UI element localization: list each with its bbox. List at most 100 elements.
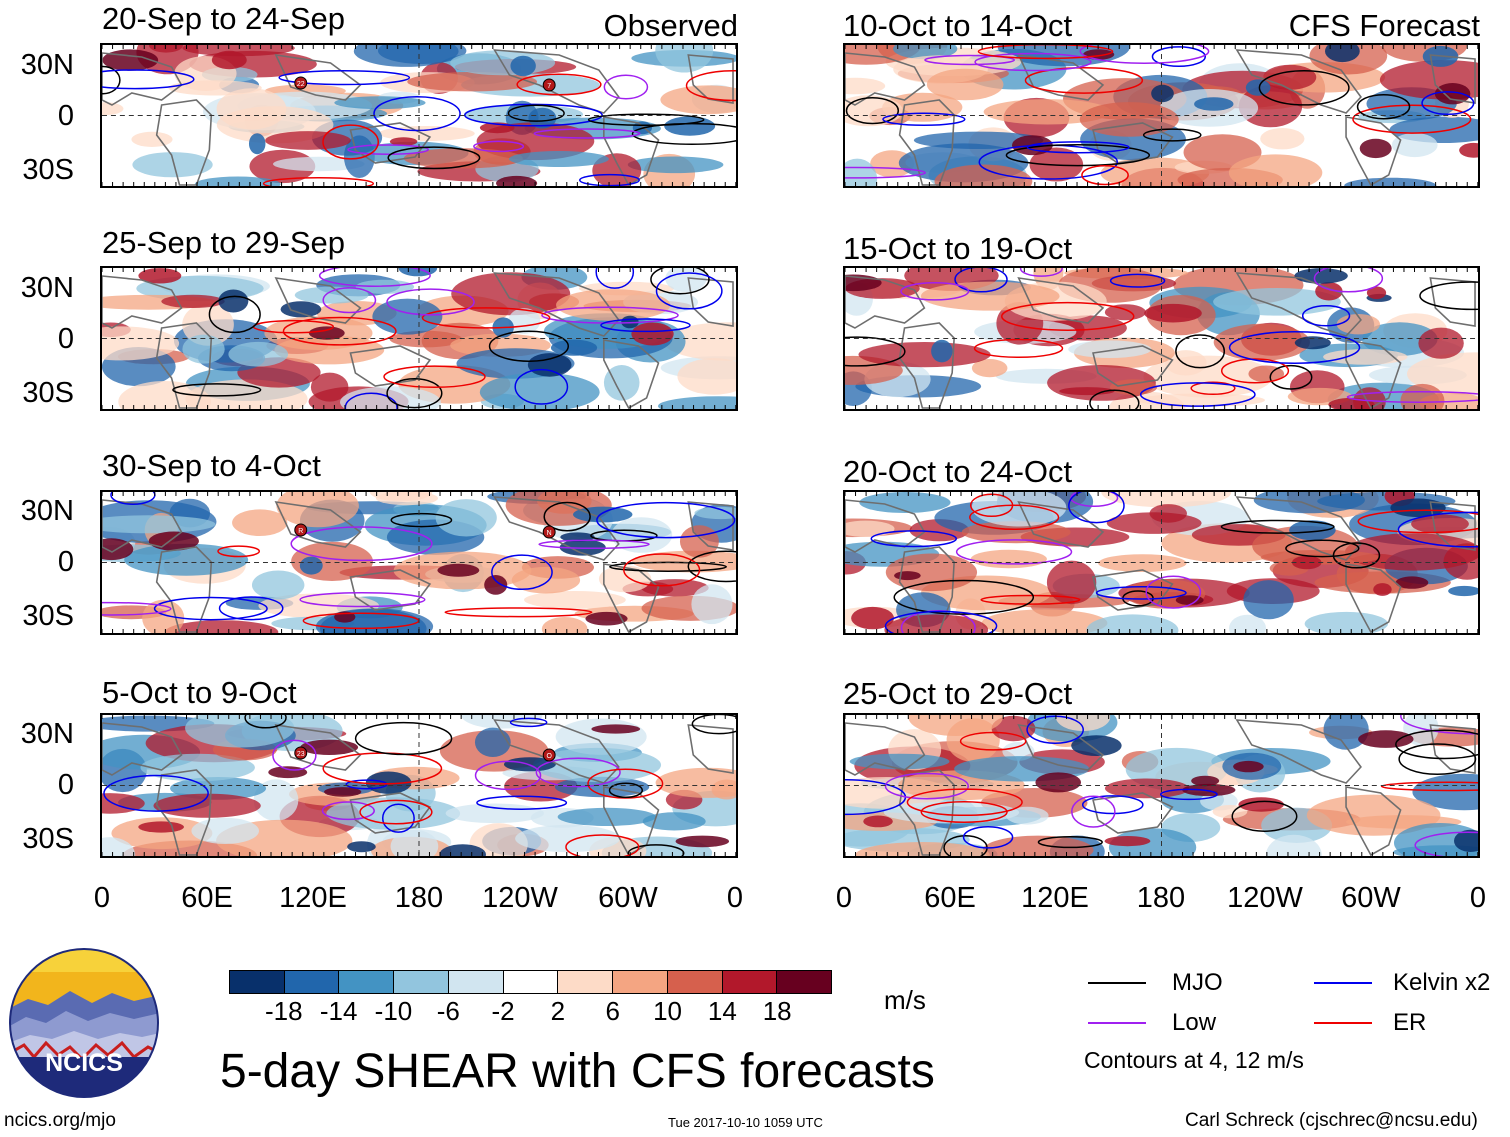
fc-map-panel-2 xyxy=(843,266,1480,411)
storm-marker: R xyxy=(294,523,308,537)
storm-marker: O xyxy=(542,748,556,762)
colorbar-swatch xyxy=(230,971,284,993)
lat-label-eq: 0 xyxy=(57,323,74,355)
lat-label-30s: 30S xyxy=(22,600,74,632)
colorbar-swatch xyxy=(557,971,613,993)
colorbar-tick-label: 2 xyxy=(550,996,566,1026)
storm-label: 23 xyxy=(297,751,305,758)
lat-label-30s: 30S xyxy=(22,377,74,409)
cfs-forecast-label: CFS Forecast xyxy=(1288,8,1480,43)
colorbar-tick-label: -2 xyxy=(491,996,515,1026)
colorbar-tick-label: 18 xyxy=(762,996,792,1026)
colorbar-units: m/s xyxy=(884,985,926,1015)
legend-er-line xyxy=(1314,1022,1372,1024)
colorbar-tick-label: 6 xyxy=(605,996,620,1026)
lon-label-60e: 60E xyxy=(924,882,976,914)
colorbar-swatch xyxy=(283,971,339,993)
observed-label: Observed xyxy=(603,8,738,43)
storm-marker: 22 xyxy=(294,76,308,90)
obs-panel-3-title: 30-Sep to 4-Oct xyxy=(102,448,321,483)
obs-panel-1-title: 20-Sep to 24-Sep xyxy=(102,1,346,36)
fc-map-panel-1 xyxy=(843,43,1480,188)
logo-text: NCICS xyxy=(45,1049,123,1077)
lat-label-eq: 0 xyxy=(57,769,74,801)
fc-panel-4-title: 25-Oct to 29-Oct xyxy=(843,676,1073,711)
lon-label-120e: 120E xyxy=(1021,882,1089,914)
fc-panel-1-title: 10-Oct to 14-Oct xyxy=(843,8,1073,43)
lon-label-120w: 120W xyxy=(1227,882,1303,914)
lon-label-60w: 60W xyxy=(598,882,658,914)
shear-map xyxy=(845,45,1478,186)
colorbar-swatch xyxy=(721,971,777,993)
storm-label: O xyxy=(546,753,552,760)
shear-map xyxy=(845,492,1478,633)
shear-map: 23 O xyxy=(102,715,736,856)
storm-label: 7 xyxy=(547,83,551,90)
main-title: 5-day SHEAR with CFS forecasts xyxy=(220,1045,935,1098)
storm-label: 22 xyxy=(297,81,305,88)
footer-url: ncics.org/mjo xyxy=(4,1110,116,1131)
lat-label-eq: 0 xyxy=(57,546,74,578)
lat-label-30n: 30N xyxy=(20,718,74,750)
colorbar-tick-label: -10 xyxy=(374,996,413,1026)
lon-label-360: 0 xyxy=(726,882,744,914)
colorbar-tick-label: -14 xyxy=(319,996,358,1026)
legend-kelvin-label: Kelvin x2 xyxy=(1393,969,1491,996)
colorbar-tick-label: 10 xyxy=(653,996,682,1026)
lat-label-30s: 30S xyxy=(22,154,74,186)
legend-er-label: ER xyxy=(1393,1009,1427,1036)
colorbar xyxy=(229,970,832,994)
colorbar-swatch xyxy=(776,971,832,993)
obs-map-panel-2 xyxy=(100,266,738,411)
lon-label-0: 0 xyxy=(835,882,853,914)
colorbar-tick-label: -18 xyxy=(265,996,303,1026)
lat-label-30n: 30N xyxy=(20,272,74,304)
legend-low-label: Low xyxy=(1172,1009,1217,1036)
colorbar-swatch xyxy=(666,971,722,993)
lat-label-30n: 30N xyxy=(20,49,74,81)
lon-label-180: 180 xyxy=(1136,882,1186,914)
legend-low-line xyxy=(1088,1022,1146,1024)
colorbar-swatch xyxy=(338,971,394,993)
obs-map-panel-4: 23 O xyxy=(100,713,738,858)
colorbar-swatch xyxy=(612,971,667,993)
colorbar-swatch xyxy=(502,971,558,993)
fc-panel-2-title: 15-Oct to 19-Oct xyxy=(843,231,1073,266)
lon-label-120e: 120E xyxy=(279,882,347,914)
shear-map xyxy=(102,268,736,409)
lon-label-60w: 60W xyxy=(1341,882,1401,914)
lon-label-60e: 60E xyxy=(181,882,233,914)
storm-label: R xyxy=(298,528,303,535)
storm-marker: 7 xyxy=(542,78,556,92)
contour-note: Contours at 4, 12 m/s xyxy=(1084,1047,1304,1073)
lat-label-30s: 30S xyxy=(22,823,74,855)
legend-mjo-line xyxy=(1088,982,1146,984)
footer-author: Carl Schreck (cjschrec@ncsu.edu) xyxy=(1185,1110,1478,1131)
shear-map xyxy=(845,268,1478,409)
lon-label-360: 0 xyxy=(1469,882,1487,914)
legend-kelvin-line xyxy=(1314,982,1372,984)
shear-map: 22 7 xyxy=(102,45,736,186)
fc-map-panel-4 xyxy=(843,713,1480,858)
legend-mjo-label: MJO xyxy=(1172,969,1223,996)
colorbar-tick-label: 14 xyxy=(707,996,737,1026)
lon-label-180: 180 xyxy=(394,882,444,914)
shear-map xyxy=(845,715,1478,856)
obs-panel-2-title: 25-Sep to 29-Sep xyxy=(102,225,346,260)
fc-map-panel-3 xyxy=(843,490,1480,635)
colorbar-tick-label: -6 xyxy=(436,996,460,1026)
colorbar-swatch xyxy=(393,971,448,993)
lat-label-eq: 0 xyxy=(57,100,74,132)
lon-label-120w: 120W xyxy=(482,882,558,914)
lat-label-30n: 30N xyxy=(20,495,74,527)
storm-label: N xyxy=(547,530,552,537)
storm-marker: 23 xyxy=(294,746,308,760)
storm-marker: N xyxy=(542,525,556,539)
fc-panel-3-title: 20-Oct to 24-Oct xyxy=(843,454,1073,489)
footer-timestamp: Tue 2017-10-10 1059 UTC xyxy=(668,1115,823,1130)
obs-map-panel-1: 22 7 xyxy=(100,43,738,188)
ncics-logo: NCICS xyxy=(9,948,159,1098)
